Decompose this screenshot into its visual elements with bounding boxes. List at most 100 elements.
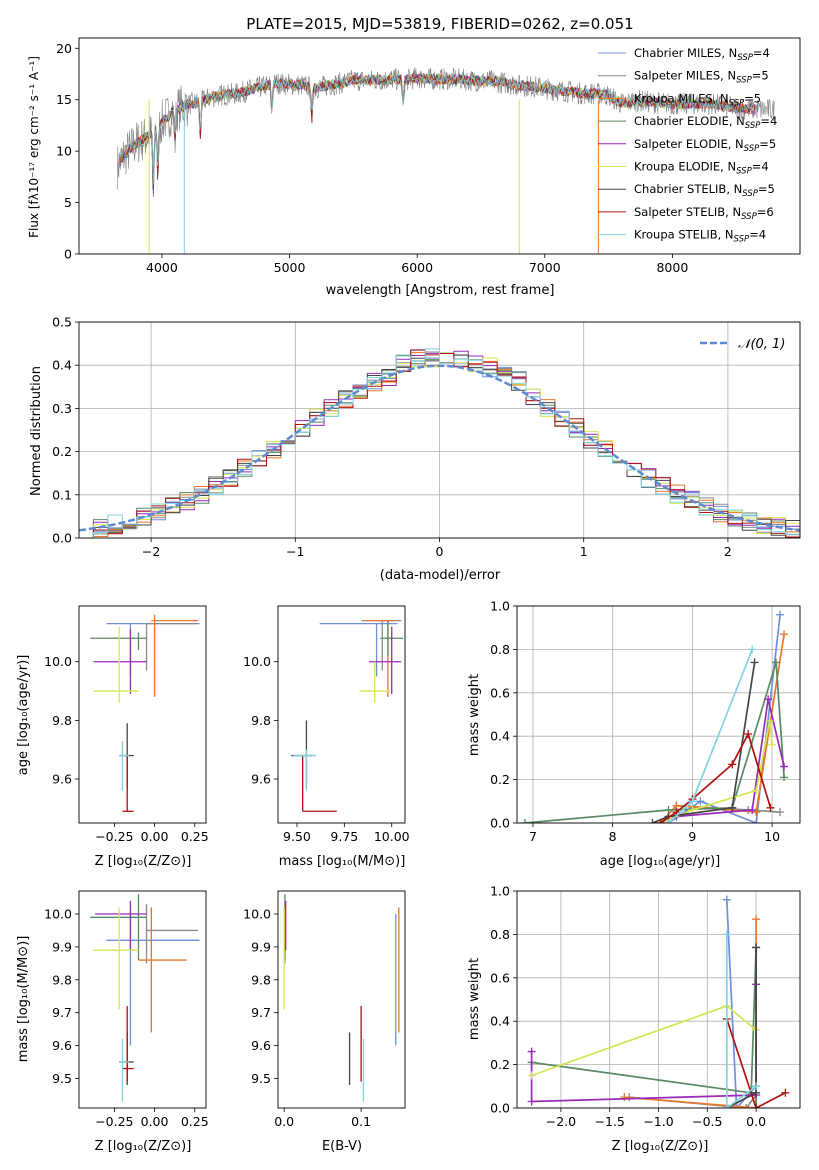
x-tick-label: 8000 <box>656 260 688 275</box>
y-tick-label: 9.7 <box>251 1005 271 1020</box>
residuals-legend: 𝒩(0, 1) <box>700 337 785 352</box>
massweight-marker <box>752 943 761 952</box>
spectrum-legend: Chabrier MILES, NSSP=4 Salpeter MILES, NS… <box>598 46 777 245</box>
legend-entry: Chabrier ELODIE, NSSP=4 <box>634 114 777 131</box>
massweight-marker <box>664 819 673 823</box>
axes-frame <box>78 321 801 539</box>
mwZ-xlabel: Z [log₁₀(Z/Z⊙)] <box>612 1139 709 1154</box>
massweight-marker <box>766 803 775 812</box>
x-tick-label: 8 <box>609 829 617 844</box>
y-tick-label: 10 <box>56 144 72 159</box>
x-tick-label: 0.0 <box>746 1114 766 1129</box>
x-tick-label: −1 <box>286 544 304 559</box>
massweight-marker <box>722 930 731 939</box>
plot-area <box>90 614 200 812</box>
y-tick-label: 0.3 <box>52 401 72 416</box>
spectrum-title: PLATE=2015, MJD=53819, FIBERID=0262, z=0… <box>246 15 633 33</box>
massweight-marker <box>527 1097 536 1106</box>
residuals-ylabel: Normed distribution <box>29 366 44 496</box>
model-spectrum <box>121 72 755 185</box>
axes-frame <box>277 890 406 1109</box>
massE-xlabel: E(B-V) <box>322 1139 362 1154</box>
legend-entry: Kroupa ELODIE, NSSP=4 <box>634 160 769 177</box>
y-tick-label: 9.8 <box>52 972 72 987</box>
x-tick-label: 0 <box>436 544 444 559</box>
y-tick-label: 0.4 <box>490 729 510 744</box>
x-tick-label: 4000 <box>146 260 178 275</box>
y-tick-label: 0.1 <box>52 487 72 502</box>
massweight-marker <box>780 762 789 771</box>
massweight-line <box>725 899 757 1108</box>
plot-area <box>79 348 800 538</box>
x-tick-label: 7 <box>529 829 537 844</box>
massweight-marker <box>768 740 777 749</box>
mass-vs-extinction-panel: 0.0 0.1 9.5 9.6 9.7 9.8 9.9 10.0 E(B-V) <box>243 890 406 1154</box>
massZ-ylabel: mass [log₁₀(M/M⊙)] <box>16 936 31 1063</box>
gaussian-legend-label: 𝒩(0, 1) <box>738 337 785 352</box>
massweight-marker <box>752 1104 761 1108</box>
y-tick-label: 10.0 <box>243 907 271 922</box>
model-spectrum <box>119 72 756 187</box>
y-tick-label: 1.0 <box>490 884 510 899</box>
spectrum-ylabel: Flux [fλ10⁻¹⁷ erg cm⁻² s⁻¹ A⁻¹] <box>27 56 41 238</box>
massweight-marker <box>520 819 529 823</box>
massweight-marker <box>722 1104 731 1108</box>
y-tick-label: 9.7 <box>52 1005 72 1020</box>
massweight-marker <box>732 1104 741 1108</box>
plot-area <box>527 895 790 1108</box>
y-tick-label: 0.8 <box>490 927 510 942</box>
massweight-marker <box>752 1082 761 1091</box>
ageZ-xlabel: Z [log₁₀(Z/Z⊙)] <box>95 854 192 869</box>
y-tick-label: 9.9 <box>251 939 271 954</box>
y-tick-label: 0.4 <box>52 358 72 373</box>
y-tick-label: 0.2 <box>52 444 72 459</box>
y-tick-label: 0.5 <box>52 315 72 330</box>
axes-frame <box>516 605 801 824</box>
y-tick-label: 0.2 <box>490 1057 510 1072</box>
y-tick-label: 5 <box>64 195 72 210</box>
massweight-marker <box>648 819 657 823</box>
observed-spectrum <box>117 67 775 190</box>
x-tick-label: 1 <box>580 544 588 559</box>
age-vs-metallicity-panel: −0.25 0.00 0.259.69.810.0 Z [log₁₀(Z/Z⊙)] … <box>16 605 209 869</box>
massweight-marker <box>688 797 697 806</box>
axes-frame <box>78 890 207 1109</box>
massweight-marker <box>765 717 774 726</box>
y-tick-label: 0.0 <box>52 531 72 546</box>
massweight-marker <box>656 819 665 823</box>
massweight-marker <box>744 730 753 739</box>
x-tick-label: 10 <box>764 829 780 844</box>
y-tick-label: 9.5 <box>251 1071 271 1086</box>
x-tick-label: 2 <box>724 544 732 559</box>
massweight-marker <box>764 695 773 704</box>
x-tick-label: 5000 <box>274 260 306 275</box>
massweight-marker <box>527 1071 536 1080</box>
massweight-marker <box>776 808 785 817</box>
y-tick-label: 1.0 <box>490 599 510 614</box>
massweight-marker <box>527 1047 536 1056</box>
plot-area <box>117 67 775 254</box>
massweight-marker <box>781 1088 790 1097</box>
x-tick-label: 10.00 <box>374 829 410 844</box>
ageZ-ylabel: age [log₁₀(age/yr)] <box>16 655 31 776</box>
y-tick-label: 9.8 <box>52 713 72 728</box>
legend-entry: Salpeter STELIB, NSSP=6 <box>634 205 774 222</box>
axes-frame <box>78 37 801 255</box>
massweight-marker <box>780 630 789 639</box>
y-tick-label: 0.8 <box>490 642 510 657</box>
y-tick-label: 9.8 <box>251 972 271 987</box>
age-vs-mass-panel: 9.50 9.75 10.00 9.6 9.8 10.0 mass [log₁₀(M/M⊙… <box>243 605 410 869</box>
y-tick-label: 0.0 <box>490 816 510 831</box>
y-tick-label: 9.6 <box>52 1038 72 1053</box>
x-tick-label: −0.25 <box>95 1114 133 1129</box>
y-tick-label: 0.0 <box>490 1101 510 1116</box>
x-tick-label: 0.0 <box>274 1114 294 1129</box>
y-tick-label: 0.2 <box>490 772 510 787</box>
massweight-marker <box>752 786 761 795</box>
massweight-marker <box>752 915 761 924</box>
axes-frame <box>277 605 406 824</box>
y-tick-label: 9.8 <box>251 713 271 728</box>
massweight-line <box>660 731 772 823</box>
mwAge-ylabel: mass weight <box>467 674 482 756</box>
massweight-marker <box>750 658 759 667</box>
